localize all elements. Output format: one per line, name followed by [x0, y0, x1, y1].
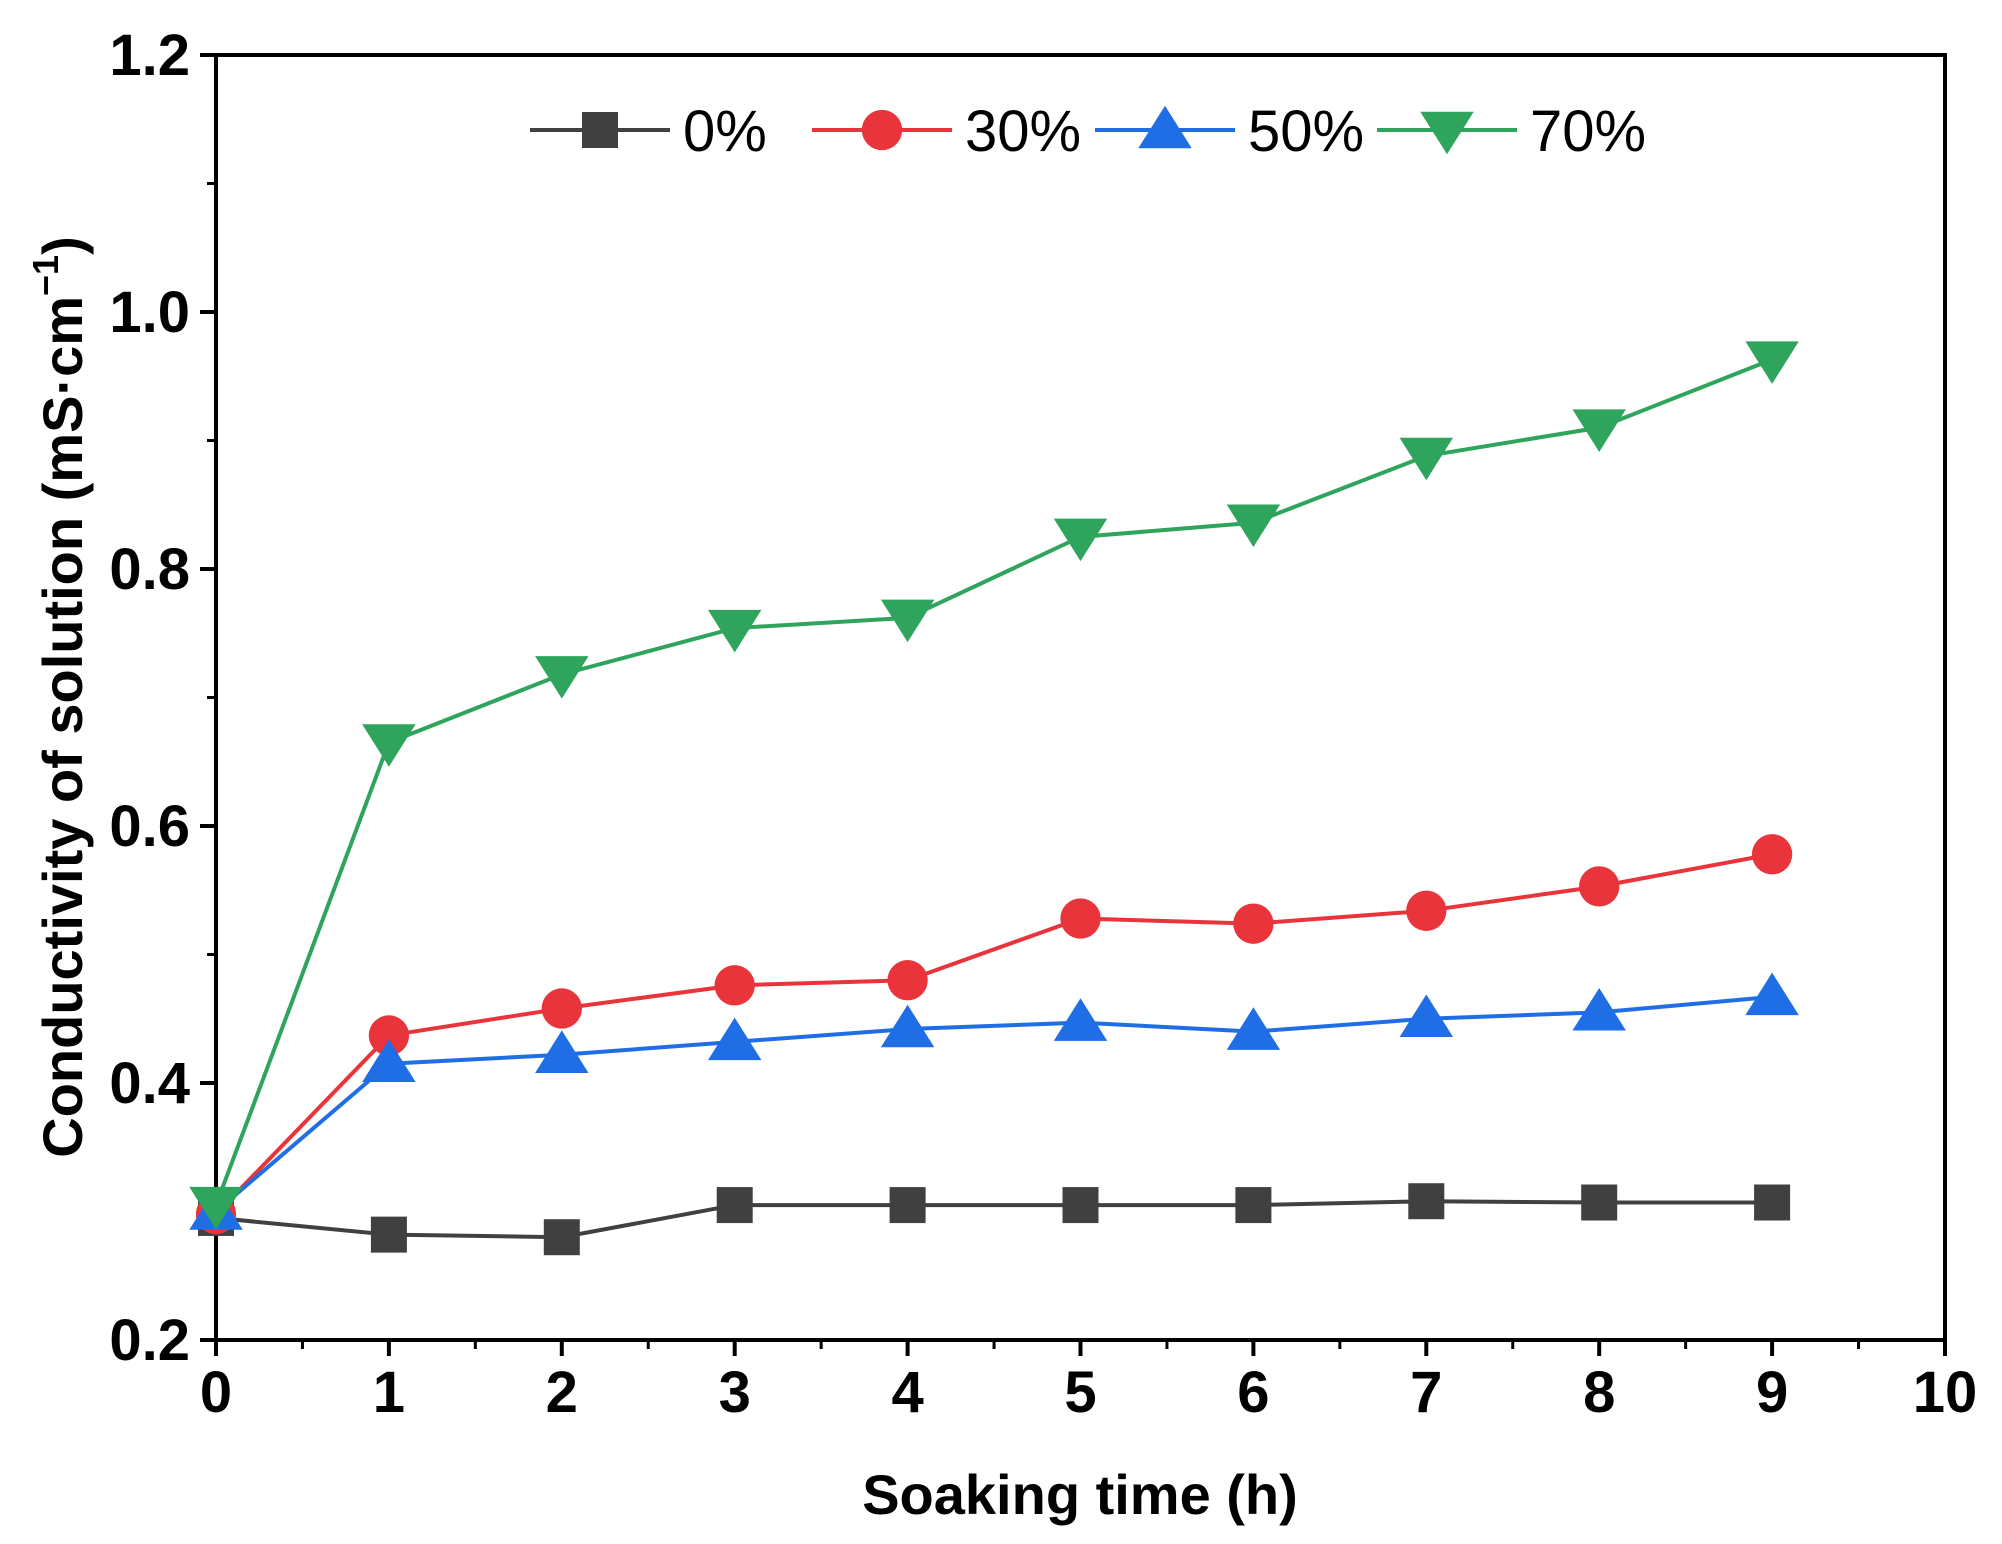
- data-point: [1399, 994, 1454, 1037]
- x-tick-label: 4: [891, 1360, 923, 1425]
- data-point: [189, 1186, 243, 1230]
- data-point: [1226, 504, 1281, 548]
- y-tick-label: 1.0: [109, 280, 190, 345]
- data-point: [1235, 1187, 1272, 1224]
- legend-marker: [1138, 105, 1192, 149]
- x-tick-label: 2: [546, 1360, 578, 1425]
- series-3: [189, 341, 1799, 1230]
- data-point: [880, 599, 935, 643]
- y-tick-label: 1.2: [109, 23, 190, 88]
- legend-entry: 70%: [1377, 99, 1646, 164]
- series-line: [215, 1199, 1773, 1240]
- y-tick-label: 0.4: [109, 1051, 190, 1116]
- x-tick-label: 5: [1064, 1360, 1096, 1425]
- data-point: [1572, 988, 1626, 1031]
- data-point: [707, 609, 762, 653]
- y-axis-title-close: ): [31, 236, 94, 255]
- series-line: [214, 357, 1773, 1206]
- x-tick-label: 7: [1410, 1360, 1442, 1425]
- y-tick-label: 0.8: [109, 537, 190, 602]
- legend-marker: [861, 109, 903, 151]
- data-point: [362, 724, 416, 767]
- legend: 0% 30% 50% 70%: [530, 99, 1646, 164]
- data-point: [714, 965, 755, 1006]
- legend-label: 30%: [965, 99, 1081, 164]
- data-point: [1406, 890, 1447, 931]
- data-point: [1745, 341, 1799, 384]
- series-0: [198, 1183, 1791, 1256]
- data-point: [1581, 1184, 1618, 1221]
- data-point: [1053, 518, 1108, 562]
- series-line: [214, 852, 1773, 1216]
- x-tick-label: 1: [373, 1360, 405, 1425]
- y-tick-label: 0.6: [109, 794, 190, 859]
- data-point: [368, 1015, 410, 1056]
- data-point: [1060, 898, 1101, 939]
- data-point: [707, 1017, 762, 1061]
- data-point: [1408, 1183, 1445, 1220]
- x-tick-label: 9: [1756, 1360, 1788, 1425]
- data-point: [887, 960, 928, 1001]
- data-point: [889, 1187, 926, 1224]
- data-point: [543, 1219, 580, 1256]
- plot-frame: [214, 53, 1947, 1342]
- legend-entry: 50%: [1095, 99, 1364, 164]
- legend-entry: 0%: [530, 99, 767, 164]
- data-point: [716, 1187, 753, 1224]
- y-axis-title: Conductivity of solution (mS·cm−1): [25, 236, 94, 1157]
- legend-entry: 30%: [812, 99, 1081, 164]
- data-point: [362, 1039, 416, 1082]
- data-point: [1754, 1184, 1791, 1221]
- y-tick-label: 0.2: [109, 1308, 190, 1373]
- legend-label: 70%: [1530, 99, 1646, 164]
- data-point: [1233, 903, 1274, 944]
- data-point: [1751, 834, 1793, 875]
- series-line: [214, 994, 1773, 1214]
- legend-label: 50%: [1248, 99, 1364, 164]
- data-point: [1226, 1007, 1281, 1050]
- x-tick-label: 0: [200, 1360, 232, 1425]
- data-point: [535, 656, 589, 699]
- data-point: [370, 1216, 407, 1253]
- x-tick-label: 6: [1237, 1360, 1269, 1425]
- data-point: [1053, 998, 1108, 1041]
- legend-marker: [582, 112, 618, 148]
- series-layer: [189, 341, 1799, 1256]
- data-point: [1745, 972, 1799, 1016]
- series-1: [195, 834, 1793, 1235]
- legend-label: 0%: [683, 99, 767, 164]
- data-point: [1579, 866, 1620, 907]
- series-2: [189, 972, 1799, 1230]
- y-axis-title-superscript: −1: [25, 255, 66, 296]
- x-tick-label: 3: [719, 1360, 751, 1425]
- x-tick-label: 8: [1583, 1360, 1615, 1425]
- x-axis-title: Soaking time (h): [862, 1463, 1298, 1526]
- data-point: [1399, 437, 1454, 481]
- data-point: [541, 988, 582, 1029]
- data-point: [1062, 1187, 1099, 1224]
- data-point: [880, 1004, 935, 1048]
- data-point: [535, 1030, 589, 1073]
- x-tick-label: 10: [1913, 1360, 1978, 1425]
- y-axis-title-main: Conductivity of solution (mS·cm: [31, 296, 94, 1158]
- data-point: [1572, 409, 1626, 452]
- axis-ticks: 0 1 2 3 4 5 6 7 8 9 10 0.2 0.4 0.6 0.8 1.0 1.2: [109, 23, 1977, 1425]
- legend-marker: [1420, 111, 1474, 155]
